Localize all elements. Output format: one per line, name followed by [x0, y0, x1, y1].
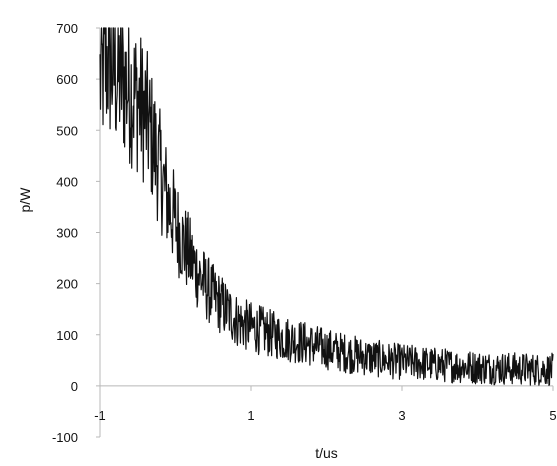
- x-tick-label: 5: [549, 408, 556, 423]
- x-tick-label: -1: [94, 408, 106, 423]
- x-axis-title: t/us: [315, 445, 338, 461]
- y-axis: [96, 27, 101, 438]
- plot-area: [99, 27, 554, 386]
- y-tick-labels: -100 0 100 200 300 400 500 600 700: [52, 21, 78, 445]
- y-axis-title: p/W: [17, 187, 33, 213]
- y-tick-label: 400: [56, 174, 78, 189]
- x-tick-label: 1: [247, 408, 254, 423]
- y-tick-label: -100: [52, 430, 78, 445]
- y-tick-label: 600: [56, 72, 78, 87]
- y-tick-label: 500: [56, 123, 78, 138]
- y-tick-label: 700: [56, 21, 78, 36]
- series-line: [99, 27, 554, 386]
- y-tick-label: 0: [71, 379, 78, 394]
- x-tick-label: 3: [398, 408, 405, 423]
- x-tick-labels: -1 1 3 5: [94, 408, 556, 423]
- y-tick-label: 300: [56, 226, 78, 241]
- x-axis: [99, 385, 554, 391]
- y-tick-label: 100: [56, 328, 78, 343]
- y-tick-label: 200: [56, 277, 78, 292]
